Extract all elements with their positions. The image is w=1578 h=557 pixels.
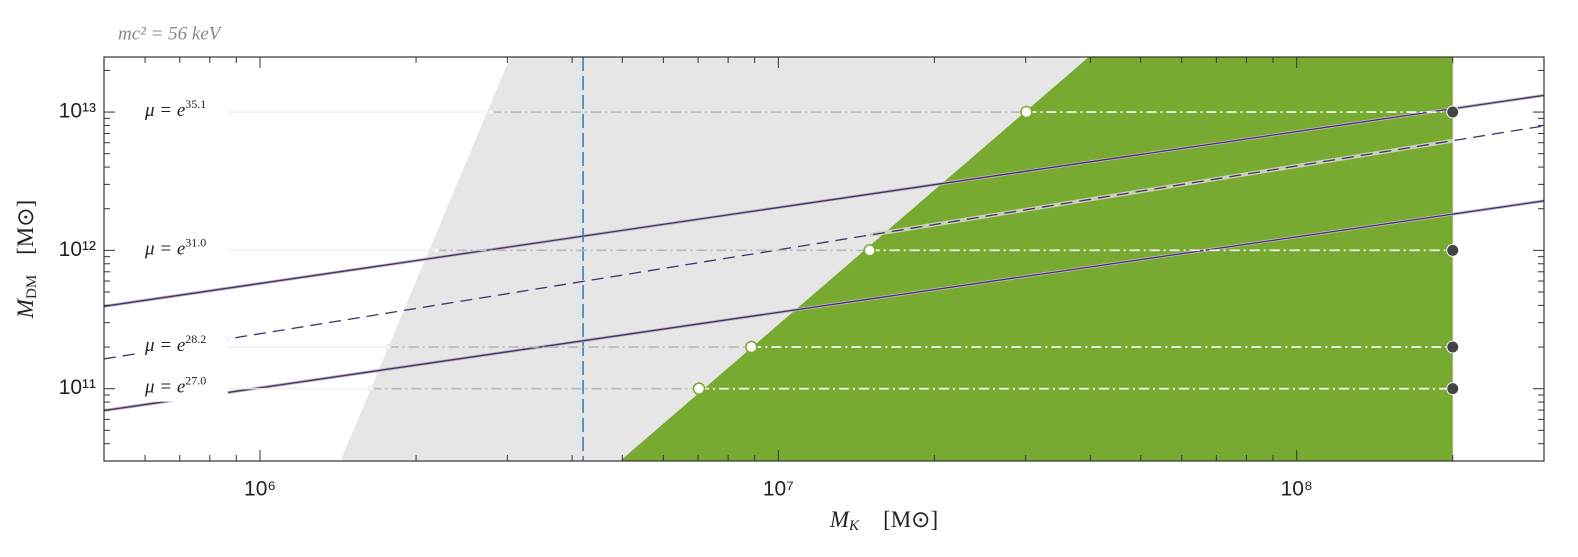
x-label-sub: K	[848, 518, 860, 534]
level-label-base: μ = e	[144, 100, 185, 121]
model-line	[104, 94, 1544, 307]
annotation: mc² = 56 keV	[118, 23, 223, 44]
gray-start-point	[433, 247, 440, 254]
label-bg	[138, 237, 228, 264]
y-axis-label: MDM [M⊙]	[13, 200, 40, 319]
x-axis-label: MK [M⊙]	[829, 507, 938, 534]
plot-frame	[103, 56, 1545, 462]
level-label: μ = e27.0	[144, 373, 206, 398]
y-tick-label: 10¹²	[59, 238, 96, 261]
plot-area	[104, 57, 1544, 461]
end-point	[1446, 243, 1460, 257]
green-start-point	[692, 382, 706, 395]
level-label-exponent: 28.2	[185, 332, 206, 346]
level-label-base: μ = e	[144, 335, 185, 356]
level-label: μ = e31.0	[144, 235, 206, 260]
x-label-unit: [M⊙]	[883, 507, 938, 532]
green-start-point	[863, 244, 876, 257]
end-point	[1446, 340, 1460, 354]
y-tick-label: 10¹¹	[59, 376, 96, 399]
end-point	[1446, 382, 1460, 396]
gray-start-point	[488, 109, 495, 116]
level-label-exponent: 27.0	[185, 373, 206, 387]
model-line	[104, 125, 1544, 360]
x-tick-label: 10⁷	[763, 478, 794, 501]
green-start-point	[1020, 105, 1033, 119]
gray-start-point	[368, 385, 375, 392]
level-label-base: μ = e	[144, 377, 185, 398]
level-label-exponent: 31.0	[185, 235, 206, 249]
end-point	[1446, 105, 1460, 119]
model-line	[104, 200, 1544, 412]
level-label: μ = e35.1	[144, 97, 206, 122]
y-label-sub: DM	[24, 275, 40, 299]
region	[620, 57, 1453, 461]
x-label-symbol: M	[829, 507, 851, 532]
level-label-base: μ = e	[144, 239, 185, 260]
level-label: μ = e28.2	[144, 332, 206, 357]
label-bg	[138, 99, 228, 126]
level-label-exponent: 35.1	[185, 97, 206, 111]
x-tick-label: 10⁶	[244, 478, 276, 501]
green-start-point	[745, 340, 758, 354]
label-bg	[138, 334, 228, 361]
label-bg	[138, 375, 228, 402]
x-tick-label: 10⁸	[1281, 478, 1313, 501]
y-label-unit: [M⊙]	[13, 200, 38, 255]
y-label-symbol: M	[13, 297, 38, 319]
gray-start-point	[385, 344, 392, 351]
y-tick-label: 10¹³	[59, 100, 96, 123]
